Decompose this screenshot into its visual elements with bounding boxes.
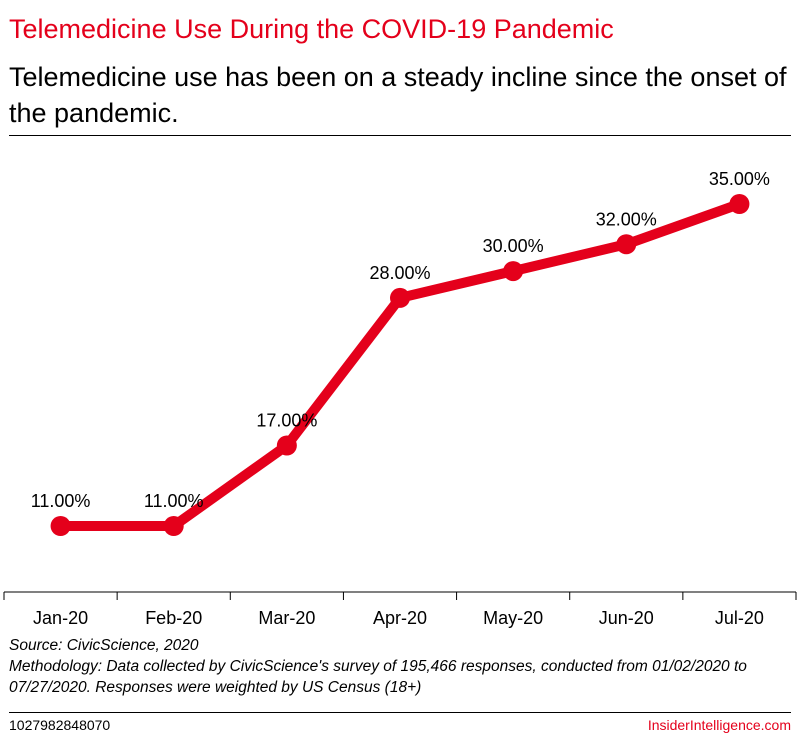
data-point — [503, 261, 524, 282]
data-label: 30.00% — [483, 236, 544, 256]
source-note: Source: CivicScience, 2020 Methodology: … — [9, 635, 794, 698]
data-label: 28.00% — [369, 263, 430, 283]
x-tick-label: Apr-20 — [373, 608, 427, 628]
x-tick-label: Feb-20 — [145, 608, 202, 628]
chart-title: Telemedicine Use During the COVID-19 Pan… — [9, 14, 614, 44]
series-line — [55, 199, 745, 531]
data-label: 32.00% — [596, 209, 657, 229]
brand-link[interactable]: InsiderIntelligence.com — [647, 717, 791, 733]
data-point — [276, 435, 297, 456]
data-point — [616, 234, 637, 255]
x-tick-label: Mar-20 — [258, 608, 315, 628]
data-point — [390, 287, 410, 308]
x-tick-label: Jul-20 — [715, 608, 764, 628]
data-point — [50, 516, 71, 536]
x-tick-label: May-20 — [483, 608, 543, 628]
data-point — [163, 516, 184, 536]
footer-divider — [9, 712, 791, 713]
chart-id: 1027982848070 — [9, 717, 111, 733]
chart-subtitle: Telemedicine use has been on a steady in… — [9, 62, 787, 128]
source-text: Source: CivicScience, 2020 — [9, 637, 199, 654]
data-label: 11.00% — [144, 491, 204, 511]
x-tick-label: Jan-20 — [33, 608, 88, 628]
data-label: 11.00% — [31, 491, 91, 511]
x-tick-label: Jun-20 — [599, 608, 654, 628]
data-point — [729, 194, 750, 214]
data-label: 35.00% — [709, 169, 770, 189]
methodology-text: Methodology: Data collected by CivicScie… — [9, 658, 747, 696]
header-divider — [9, 135, 791, 136]
line-chart: Jan-20 Feb-20 Mar-20 Apr-20 May-20 Jun-20 Jul-… — [3, 169, 797, 628]
data-label: 17.00% — [256, 411, 317, 431]
